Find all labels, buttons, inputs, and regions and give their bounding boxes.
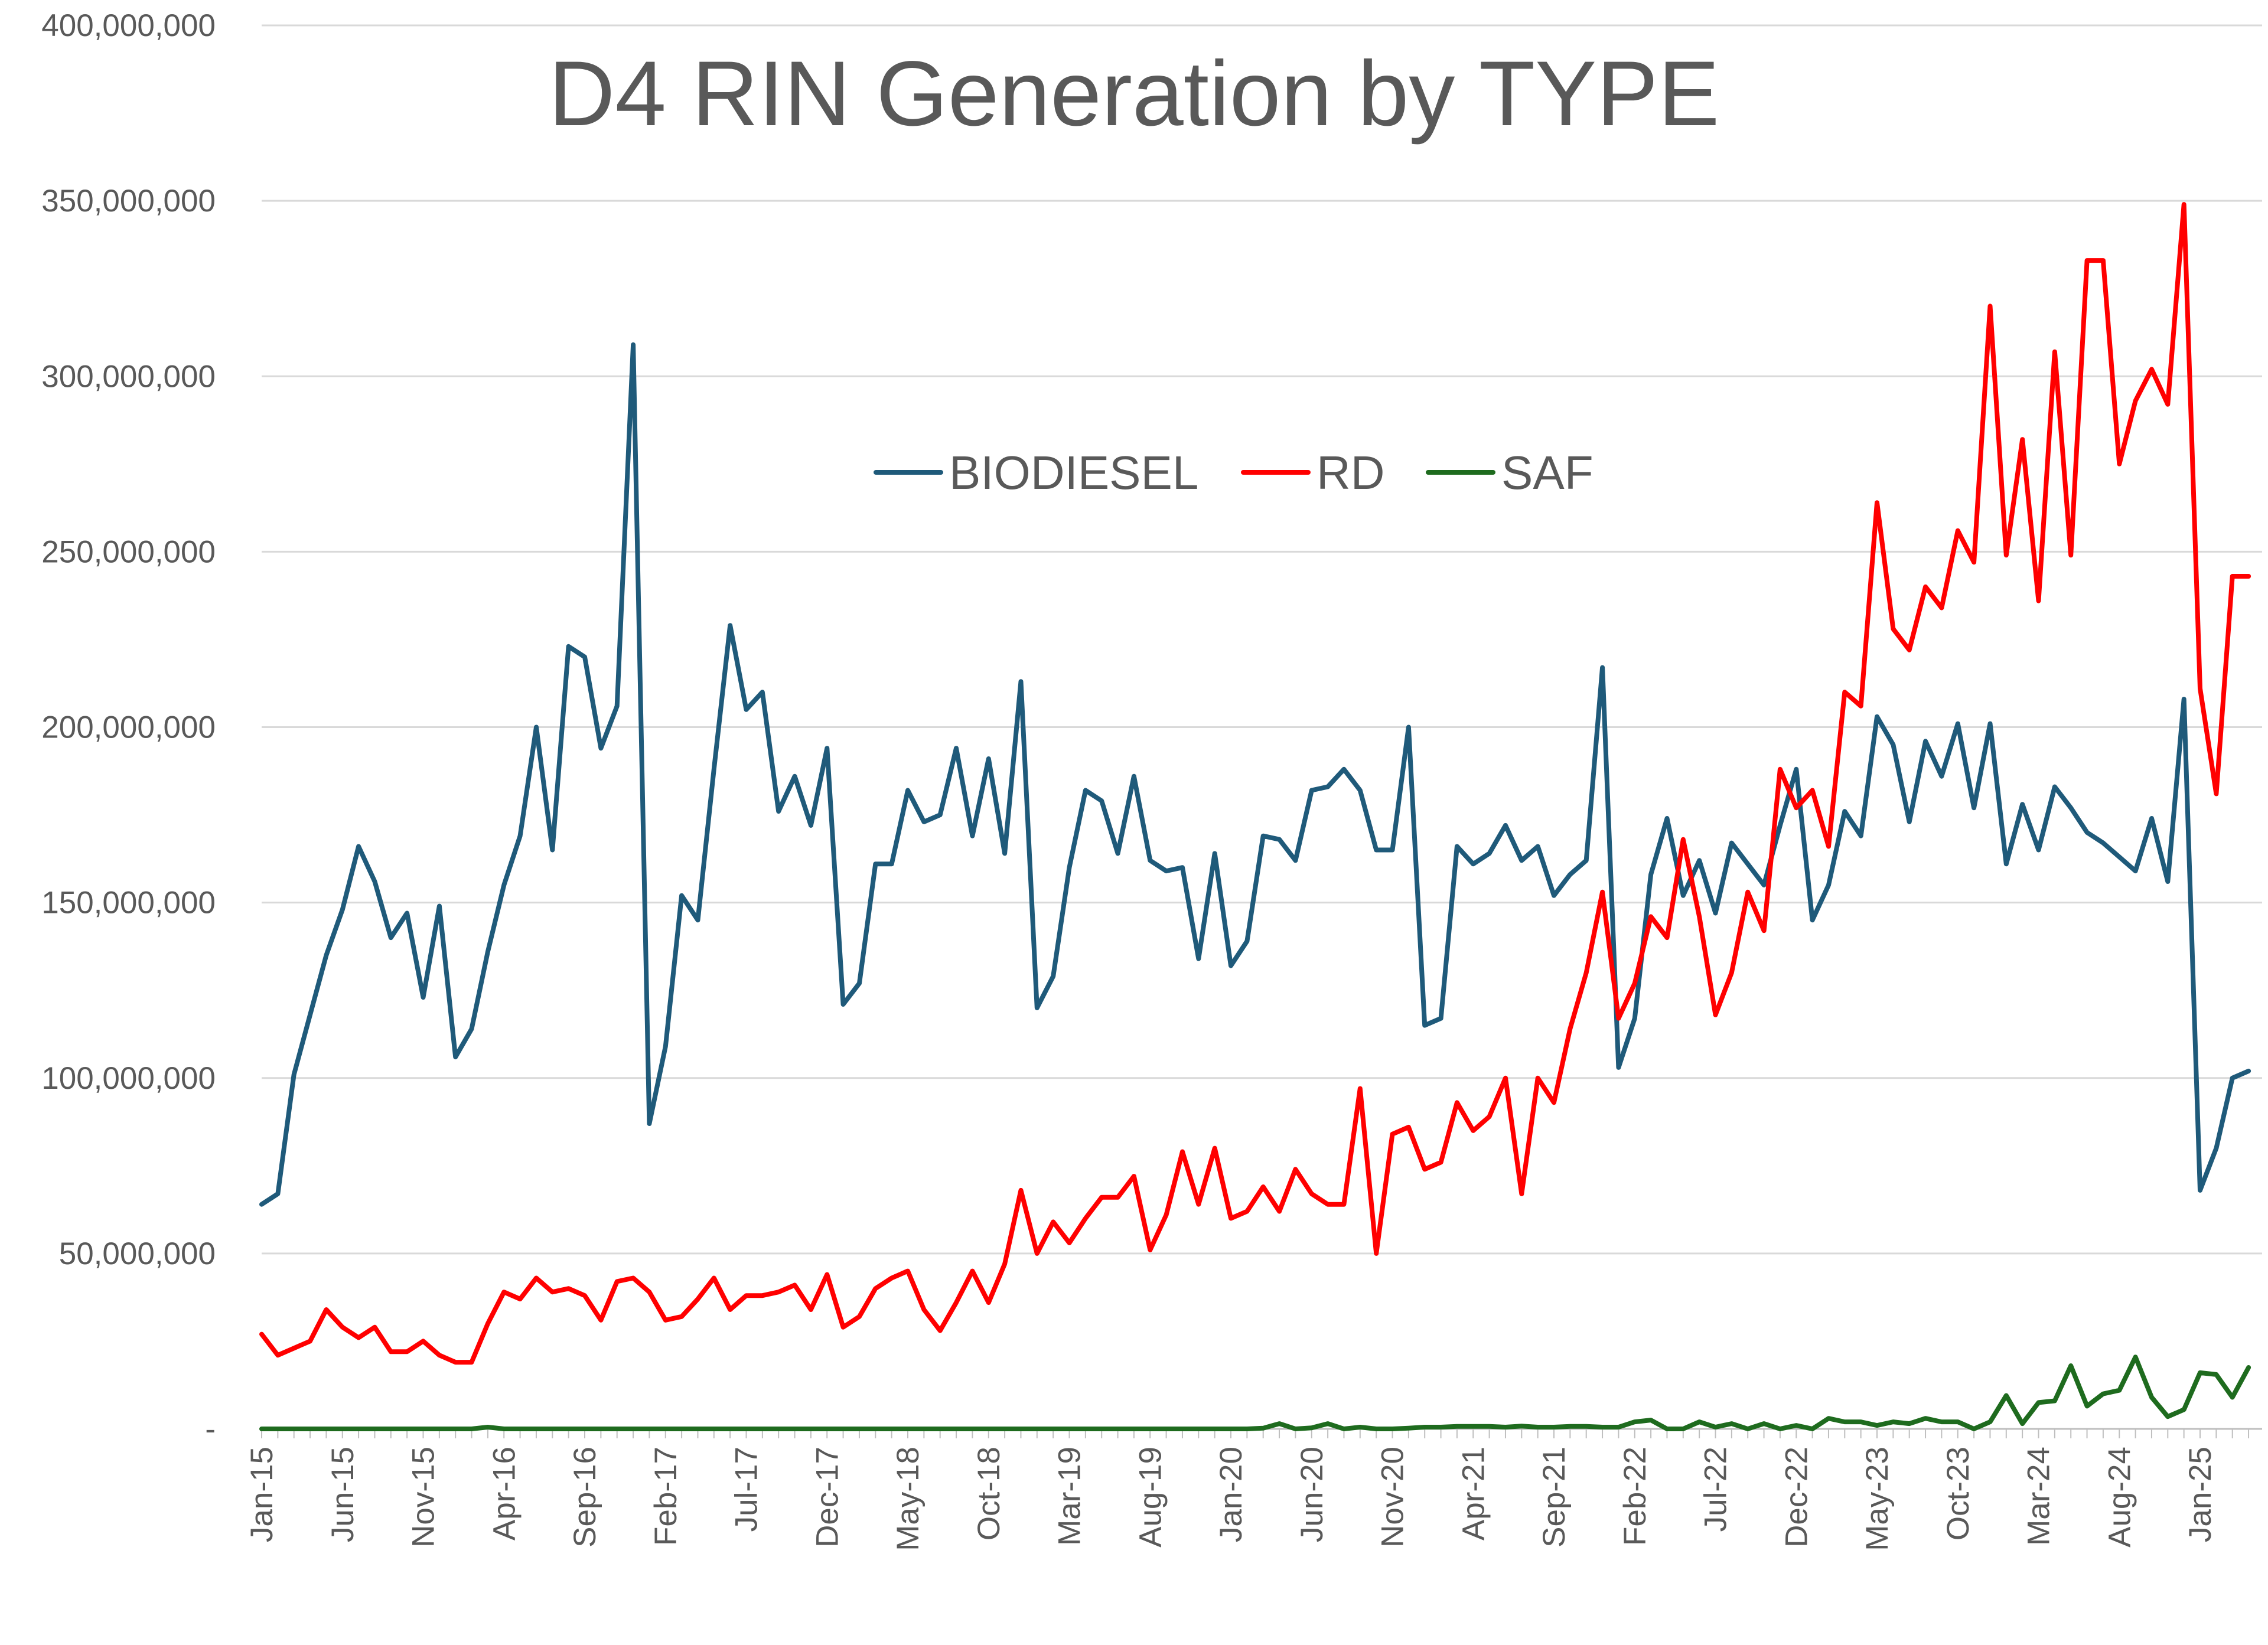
series-line-saf — [259, 1354, 2251, 1431]
x-tick-label: Feb-17 — [649, 1447, 683, 1546]
x-tick-label: Mar-24 — [2022, 1447, 2057, 1546]
y-tick-label: 400,000,000 — [41, 8, 216, 43]
x-tick-label: Nov-20 — [1376, 1447, 1410, 1548]
x-tick-label: Jun-15 — [325, 1447, 360, 1542]
y-tick-label: 100,000,000 — [41, 1061, 216, 1096]
x-tick-label: Jul-22 — [1699, 1447, 1733, 1532]
x-tick-label: Jul-17 — [729, 1447, 764, 1532]
x-tick-label: May-23 — [1860, 1447, 1895, 1551]
x-tick-label: Aug-24 — [2102, 1447, 2137, 1548]
y-tick-label: 150,000,000 — [41, 886, 216, 921]
x-tick-label: Nov-15 — [406, 1447, 441, 1548]
legend-label-biodiesel: BIODIESEL — [949, 446, 1198, 499]
x-tick-label: Jun-20 — [1295, 1447, 1329, 1542]
y-tick-label: 50,000,000 — [59, 1236, 216, 1271]
x-tick-label: Jan-15 — [245, 1447, 279, 1542]
chart-title: D4 RIN Generation by TYPE — [549, 43, 1720, 145]
y-tick-label: 250,000,000 — [41, 534, 216, 569]
x-tick-label: Dec-22 — [1779, 1447, 1814, 1548]
y-tick-label: 300,000,000 — [41, 359, 216, 394]
x-tick-label: Sep-16 — [568, 1447, 602, 1548]
x-tick-label: Jan-25 — [2183, 1447, 2218, 1542]
x-tick-label: Apr-21 — [1456, 1447, 1491, 1540]
y-tick-label: 200,000,000 — [41, 710, 216, 745]
legend-label-saf: SAF — [1501, 446, 1594, 499]
x-tick-label: Feb-22 — [1618, 1447, 1653, 1546]
x-tick-label: Sep-21 — [1537, 1447, 1572, 1548]
series-lines — [259, 202, 2251, 1431]
x-tick-label: Mar-19 — [1052, 1447, 1087, 1546]
x-tick-label: Dec-17 — [810, 1447, 845, 1548]
x-tick-label: Oct-23 — [1941, 1447, 1976, 1540]
y-tick-label: 350,000,000 — [41, 184, 216, 218]
legend-label-rd: RD — [1317, 446, 1385, 499]
x-tick-label: Apr-16 — [487, 1447, 522, 1540]
x-tick-label: Oct-18 — [972, 1447, 1006, 1540]
legend: BIODIESEL RD SAF — [874, 446, 1594, 499]
x-tick-label: Aug-19 — [1133, 1447, 1168, 1548]
x-axis: Jan-15 Jun-15 Nov-15 Apr-16 Sep-16 Feb-17 Jul-… — [245, 1429, 2250, 1551]
series-line-biodiesel — [259, 342, 2251, 1207]
y-tick-label: - — [205, 1412, 216, 1447]
series-line-rd — [259, 202, 2251, 1365]
y-axis: - 50,000,000 100,000,000 150,000,000 200,000… — [41, 8, 2262, 1447]
x-tick-label: Jan-20 — [1214, 1447, 1249, 1542]
x-tick-label: May-18 — [891, 1447, 926, 1551]
